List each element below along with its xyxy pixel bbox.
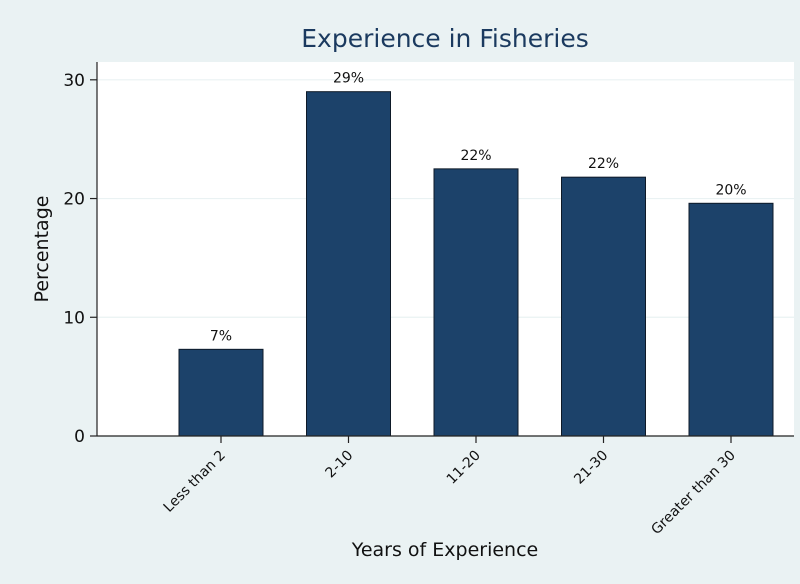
data-label: 20% [715, 182, 746, 198]
y-axis-title: Percentage [31, 196, 53, 303]
bar [178, 348, 264, 437]
chart-title: Experience in Fisheries [301, 24, 589, 53]
y-axis-ticks: 0 10 20 30 [63, 71, 97, 447]
bars: 7% 29% 22% 22% 20% [178, 71, 774, 437]
y-tick-label: 0 [74, 427, 85, 447]
data-label: 29% [333, 71, 364, 87]
y-tick-label: 20 [63, 190, 85, 210]
data-label: 22% [588, 156, 619, 172]
bar [688, 202, 774, 437]
y-tick-label: 30 [63, 71, 85, 91]
data-label: 7% [210, 328, 232, 344]
x-axis-title: Years of Experience [351, 539, 538, 561]
data-label: 22% [460, 148, 491, 164]
bar [433, 168, 519, 437]
y-tick-label: 10 [63, 308, 85, 328]
bar [306, 91, 391, 437]
bar [561, 176, 646, 437]
